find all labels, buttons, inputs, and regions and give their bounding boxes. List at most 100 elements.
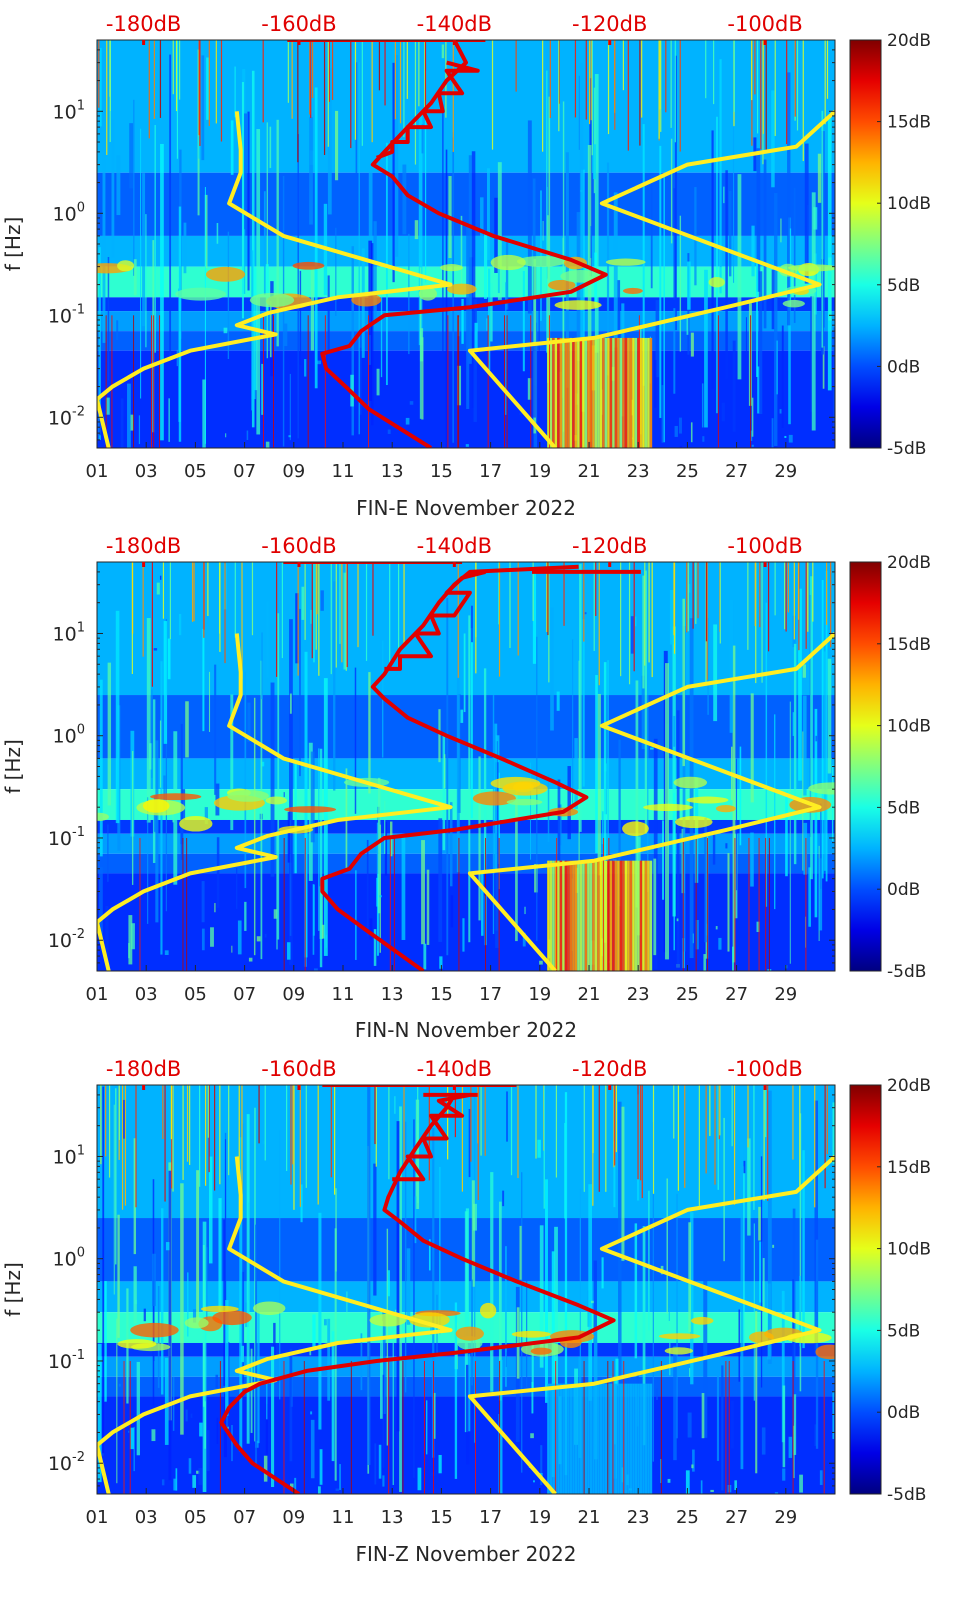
x-axis-label: FIN-N November 2022 <box>355 1018 577 1042</box>
colorbar-tick-label: -5dB <box>887 1485 926 1505</box>
x-tick-label: 19 <box>528 1507 551 1528</box>
x-tick-label: 01 <box>86 461 109 482</box>
y-tick-label: 10-1 <box>48 302 85 327</box>
x-tick-label: 15 <box>430 461 453 482</box>
y-tick-label: 100 <box>53 200 85 225</box>
top-axis-label: -160dB <box>261 1057 336 1081</box>
x-tick-label: 27 <box>725 984 748 1005</box>
x-tick-label: 05 <box>184 984 207 1005</box>
x-tick-label: 09 <box>282 984 305 1005</box>
y-axis-label: f [Hz] <box>1 217 25 272</box>
x-tick-label: 27 <box>725 1507 748 1528</box>
y-tick-label: 100 <box>53 723 85 748</box>
x-tick-label: 09 <box>282 1507 305 1528</box>
colorbar-tick-label: 20dB <box>887 31 931 51</box>
top-axis-label: -120dB <box>572 12 647 36</box>
x-tick-label: 03 <box>135 984 158 1005</box>
colorbar-tick-label: 5dB <box>887 798 920 818</box>
x-tick-label: 25 <box>676 984 699 1005</box>
x-tick-label: 29 <box>774 1507 797 1528</box>
x-tick-label: 19 <box>528 461 551 482</box>
top-axis-label: -100dB <box>727 534 802 558</box>
top-axis-label: -160dB <box>261 12 336 36</box>
x-tick-label: 25 <box>676 1507 699 1528</box>
colorbar-tick-label: 10dB <box>887 194 931 214</box>
yellow-noise-model-1 <box>97 111 453 448</box>
colorbar-tick-label: 10dB <box>887 1240 931 1260</box>
colorbar-tick-label: 20dB <box>887 1076 931 1096</box>
x-tick-label: 15 <box>430 984 453 1005</box>
spectrogram-panel-3: 01 03 05 07 09 11 13 15 17 19 21 23 25 27 29 FIN-Z Nove… <box>1 1057 931 1566</box>
x-tick-label: 21 <box>578 1507 601 1528</box>
x-tick-label: 07 <box>233 461 256 482</box>
y-tick-label: 101 <box>53 620 85 645</box>
x-tick-label: 03 <box>135 1507 158 1528</box>
top-axis-label: -180dB <box>106 1057 181 1081</box>
top-axis-label: -140dB <box>417 12 492 36</box>
red-noise-curve-4 <box>392 1092 471 1182</box>
red-noise-curve-3 <box>320 40 608 448</box>
colorbar-tick-label: -5dB <box>887 439 926 459</box>
colorbar-tick-label: 10dB <box>887 717 931 737</box>
x-tick-label: 21 <box>578 984 601 1005</box>
spectrogram-image <box>97 1085 835 1494</box>
x-tick-label: 23 <box>627 984 650 1005</box>
x-tick-label: 01 <box>86 1507 109 1528</box>
x-tick-label: 07 <box>233 1507 256 1528</box>
red-noise-curve-4 <box>375 60 480 160</box>
y-axis-label: f [Hz] <box>1 1262 25 1317</box>
yellow-noise-model-1 <box>97 1156 453 1494</box>
yellow-noise-model-1 <box>97 633 453 971</box>
x-tick-label: 05 <box>184 461 207 482</box>
spectrogram-image <box>97 40 835 448</box>
y-tick-label: 10-2 <box>48 927 85 952</box>
yellow-noise-model-2 <box>467 632 835 971</box>
top-axis-label: -160dB <box>261 534 336 558</box>
colorbar <box>849 39 882 449</box>
red-noise-curve-3 <box>219 1093 616 1494</box>
x-tick-label: 19 <box>528 984 551 1005</box>
spectrogram-image <box>97 562 835 971</box>
x-tick-label: 17 <box>479 984 502 1005</box>
colorbar-tick-label: -5dB <box>887 962 926 982</box>
x-tick-label: 17 <box>479 1507 502 1528</box>
x-tick-label: 01 <box>86 984 109 1005</box>
x-axis-label: FIN-Z November 2022 <box>356 1542 577 1566</box>
x-axis-label: FIN-E November 2022 <box>356 496 576 520</box>
y-tick-label: 10-1 <box>48 825 85 850</box>
x-tick-label: 09 <box>282 461 305 482</box>
top-axis-label: -100dB <box>727 1057 802 1081</box>
spectrogram-panel-1: 01 03 05 07 09 11 13 15 17 19 21 23 25 27 29 FIN-E Nove… <box>1 12 931 520</box>
x-tick-label: 25 <box>676 461 699 482</box>
x-tick-label: 21 <box>578 461 601 482</box>
x-tick-label: 11 <box>332 1507 355 1528</box>
colorbar <box>849 1084 882 1495</box>
colorbar-tick-label: 0dB <box>887 880 920 900</box>
x-tick-label: 07 <box>233 984 256 1005</box>
colorbar-tick-label: 5dB <box>887 276 920 296</box>
x-tick-label: 23 <box>627 1507 650 1528</box>
y-axis-label: f [Hz] <box>1 739 25 794</box>
y-tick-label: 100 <box>53 1246 85 1271</box>
y-tick-label: 101 <box>53 98 85 123</box>
x-tick-label: 29 <box>774 461 797 482</box>
spectrogram-panel-2: 01 03 05 07 09 11 13 15 17 19 21 23 25 27 29 FIN-N Nove… <box>1 534 931 1042</box>
colorbar-tick-label: 0dB <box>887 1403 920 1423</box>
y-tick-label: 10-1 <box>48 1348 85 1373</box>
red-noise-curve-4 <box>384 569 486 671</box>
y-tick-label: 10-2 <box>48 404 85 429</box>
top-axis-label: -100dB <box>727 12 802 36</box>
colorbar-tick-label: 15dB <box>887 635 931 655</box>
yellow-noise-model-2 <box>467 109 835 448</box>
x-tick-label: 27 <box>725 461 748 482</box>
x-tick-label: 11 <box>332 984 355 1005</box>
x-tick-label: 13 <box>381 984 404 1005</box>
colorbar-tick-label: 15dB <box>887 113 931 133</box>
y-tick-label: 10-2 <box>48 1450 85 1475</box>
top-axis-label: -120dB <box>572 534 647 558</box>
yellow-noise-model-2 <box>467 1155 835 1494</box>
top-axis-label: -140dB <box>417 1057 492 1081</box>
x-tick-label: 17 <box>479 461 502 482</box>
top-axis-label: -120dB <box>572 1057 647 1081</box>
